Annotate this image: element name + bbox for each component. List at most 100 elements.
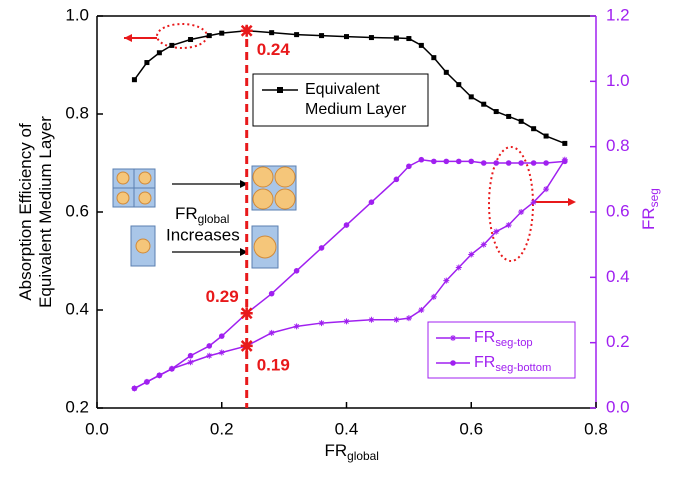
annotation-label: 0.24 [257,40,291,59]
point [294,32,300,38]
point [156,50,162,56]
legend [427,321,576,379]
point [368,35,374,41]
point [344,34,349,40]
x-axis-label: FRglobal [325,441,379,463]
point [343,222,350,228]
point [543,160,549,166]
y-tick-label: 0.6 [65,201,89,220]
point [206,343,213,349]
point [144,379,150,385]
x-tick-label: 0.4 [335,419,359,438]
point [443,277,450,284]
point [468,251,475,258]
point [518,209,525,215]
annotation-star [240,339,253,352]
point [418,156,425,163]
x-axis-label-main: FR [325,441,348,460]
point [543,186,550,193]
point [493,228,500,235]
legend-marker [277,87,283,93]
point [493,109,499,115]
point [368,316,375,323]
point [530,199,537,206]
legend [252,73,429,127]
point [169,42,175,48]
legend-marker [450,335,456,341]
x-tick-label: 0.0 [85,419,109,438]
point [405,315,412,322]
arrow-head [568,198,576,206]
annotation-label: 0.19 [257,355,290,374]
y-tick-label: 1.0 [65,5,89,24]
inset-label-sub: global [198,212,230,226]
point [206,352,213,359]
point [319,33,325,39]
arrow-head [124,34,132,42]
point [443,69,449,75]
point [531,126,537,132]
point [368,199,375,205]
inset-text: Increases [166,225,240,244]
point [418,42,424,48]
point [505,222,512,229]
point [318,245,325,251]
y2-axis-label-sub: seg [647,188,661,207]
inset-label-main: FR [175,204,198,223]
legend-label-sub: seg-top [495,337,532,349]
y2-tick-label: 0.0 [606,397,630,416]
legend-marker [450,360,456,366]
point [131,385,138,392]
legend-label-sub: seg-bottom [495,362,551,374]
inset-icons [112,165,297,269]
point [169,366,175,372]
y2-tick-label: 0.2 [606,332,630,351]
point [518,118,524,124]
y2-tick-label: 1.2 [606,5,630,24]
annotation-star [240,24,253,37]
point [443,158,450,165]
point [219,30,225,36]
point [269,30,275,36]
point [318,320,325,327]
point [505,160,512,166]
y-tick-label: 0.4 [65,299,89,318]
point [518,160,524,166]
legend-label-main: FR [474,329,495,346]
point [493,160,500,166]
point [480,160,487,166]
y2-tick-label: 0.6 [606,201,630,220]
y2-axis-label-main: FR [639,207,658,230]
point [144,60,150,66]
point [393,176,400,183]
y-axis-label-line: Absorption Efficiency of [16,123,35,301]
point [468,94,474,100]
y2-axis-label: FRseg [639,188,661,230]
point [406,36,412,42]
point [468,158,475,165]
legend-label: FRseg-top [474,329,533,349]
point [293,323,300,330]
legend-label: FRseg-bottom [474,354,551,374]
point [343,318,350,325]
point [393,35,399,41]
point [506,113,512,119]
point [430,293,437,300]
point [455,264,462,271]
point [218,333,225,339]
point [530,160,537,166]
point [131,77,137,83]
x-tick-label: 0.8 [584,419,608,438]
point [543,133,549,139]
point [187,359,194,366]
point [188,37,194,43]
point [156,372,163,379]
y-axis-label-line: Equivalent Medium Layer [36,116,55,308]
y2-tick-label: 0.8 [606,136,630,155]
point [418,307,425,313]
point [206,33,212,39]
y-axis-label: Absorption Efficiency of Equivalent Medi… [16,92,56,332]
point [406,163,412,170]
